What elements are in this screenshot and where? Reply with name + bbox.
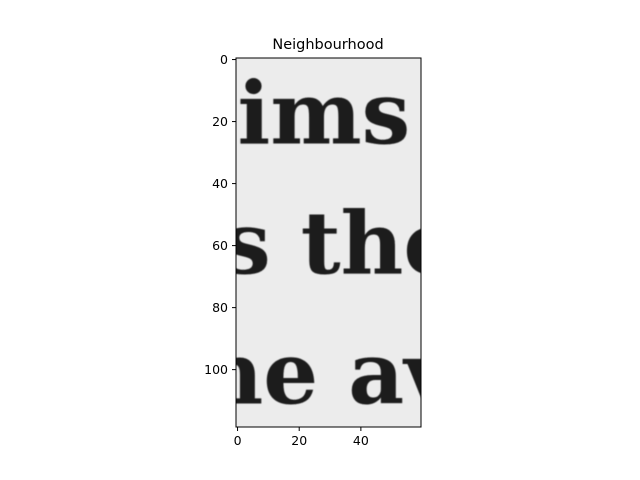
text-fragment: s the — [222, 194, 458, 295]
x-axis: 0 20 40 — [234, 427, 369, 448]
plot-frame — [235, 57, 422, 428]
y-axis: 0 20 40 60 80 100 — [204, 52, 236, 377]
y-tick-label: 20 — [212, 114, 228, 129]
y-tick-label: 100 — [204, 362, 228, 377]
y-tick-label: 0 — [220, 52, 228, 67]
chart-title: Neighbourhood — [272, 37, 383, 53]
x-tick-label: 40 — [353, 433, 369, 448]
y-tick-label: 40 — [212, 176, 228, 191]
text-glyphs: ims s the ne av — [201, 63, 458, 425]
text-fragment: ims — [238, 63, 411, 164]
image-background — [236, 58, 421, 427]
plot-area: ims s the ne av — [201, 58, 458, 427]
text-fragment: ne av — [201, 324, 458, 425]
y-tick-label: 60 — [212, 238, 228, 253]
x-tick-label: 0 — [234, 433, 242, 448]
x-tick-label: 20 — [291, 433, 307, 448]
y-tick-label: 80 — [212, 300, 228, 315]
